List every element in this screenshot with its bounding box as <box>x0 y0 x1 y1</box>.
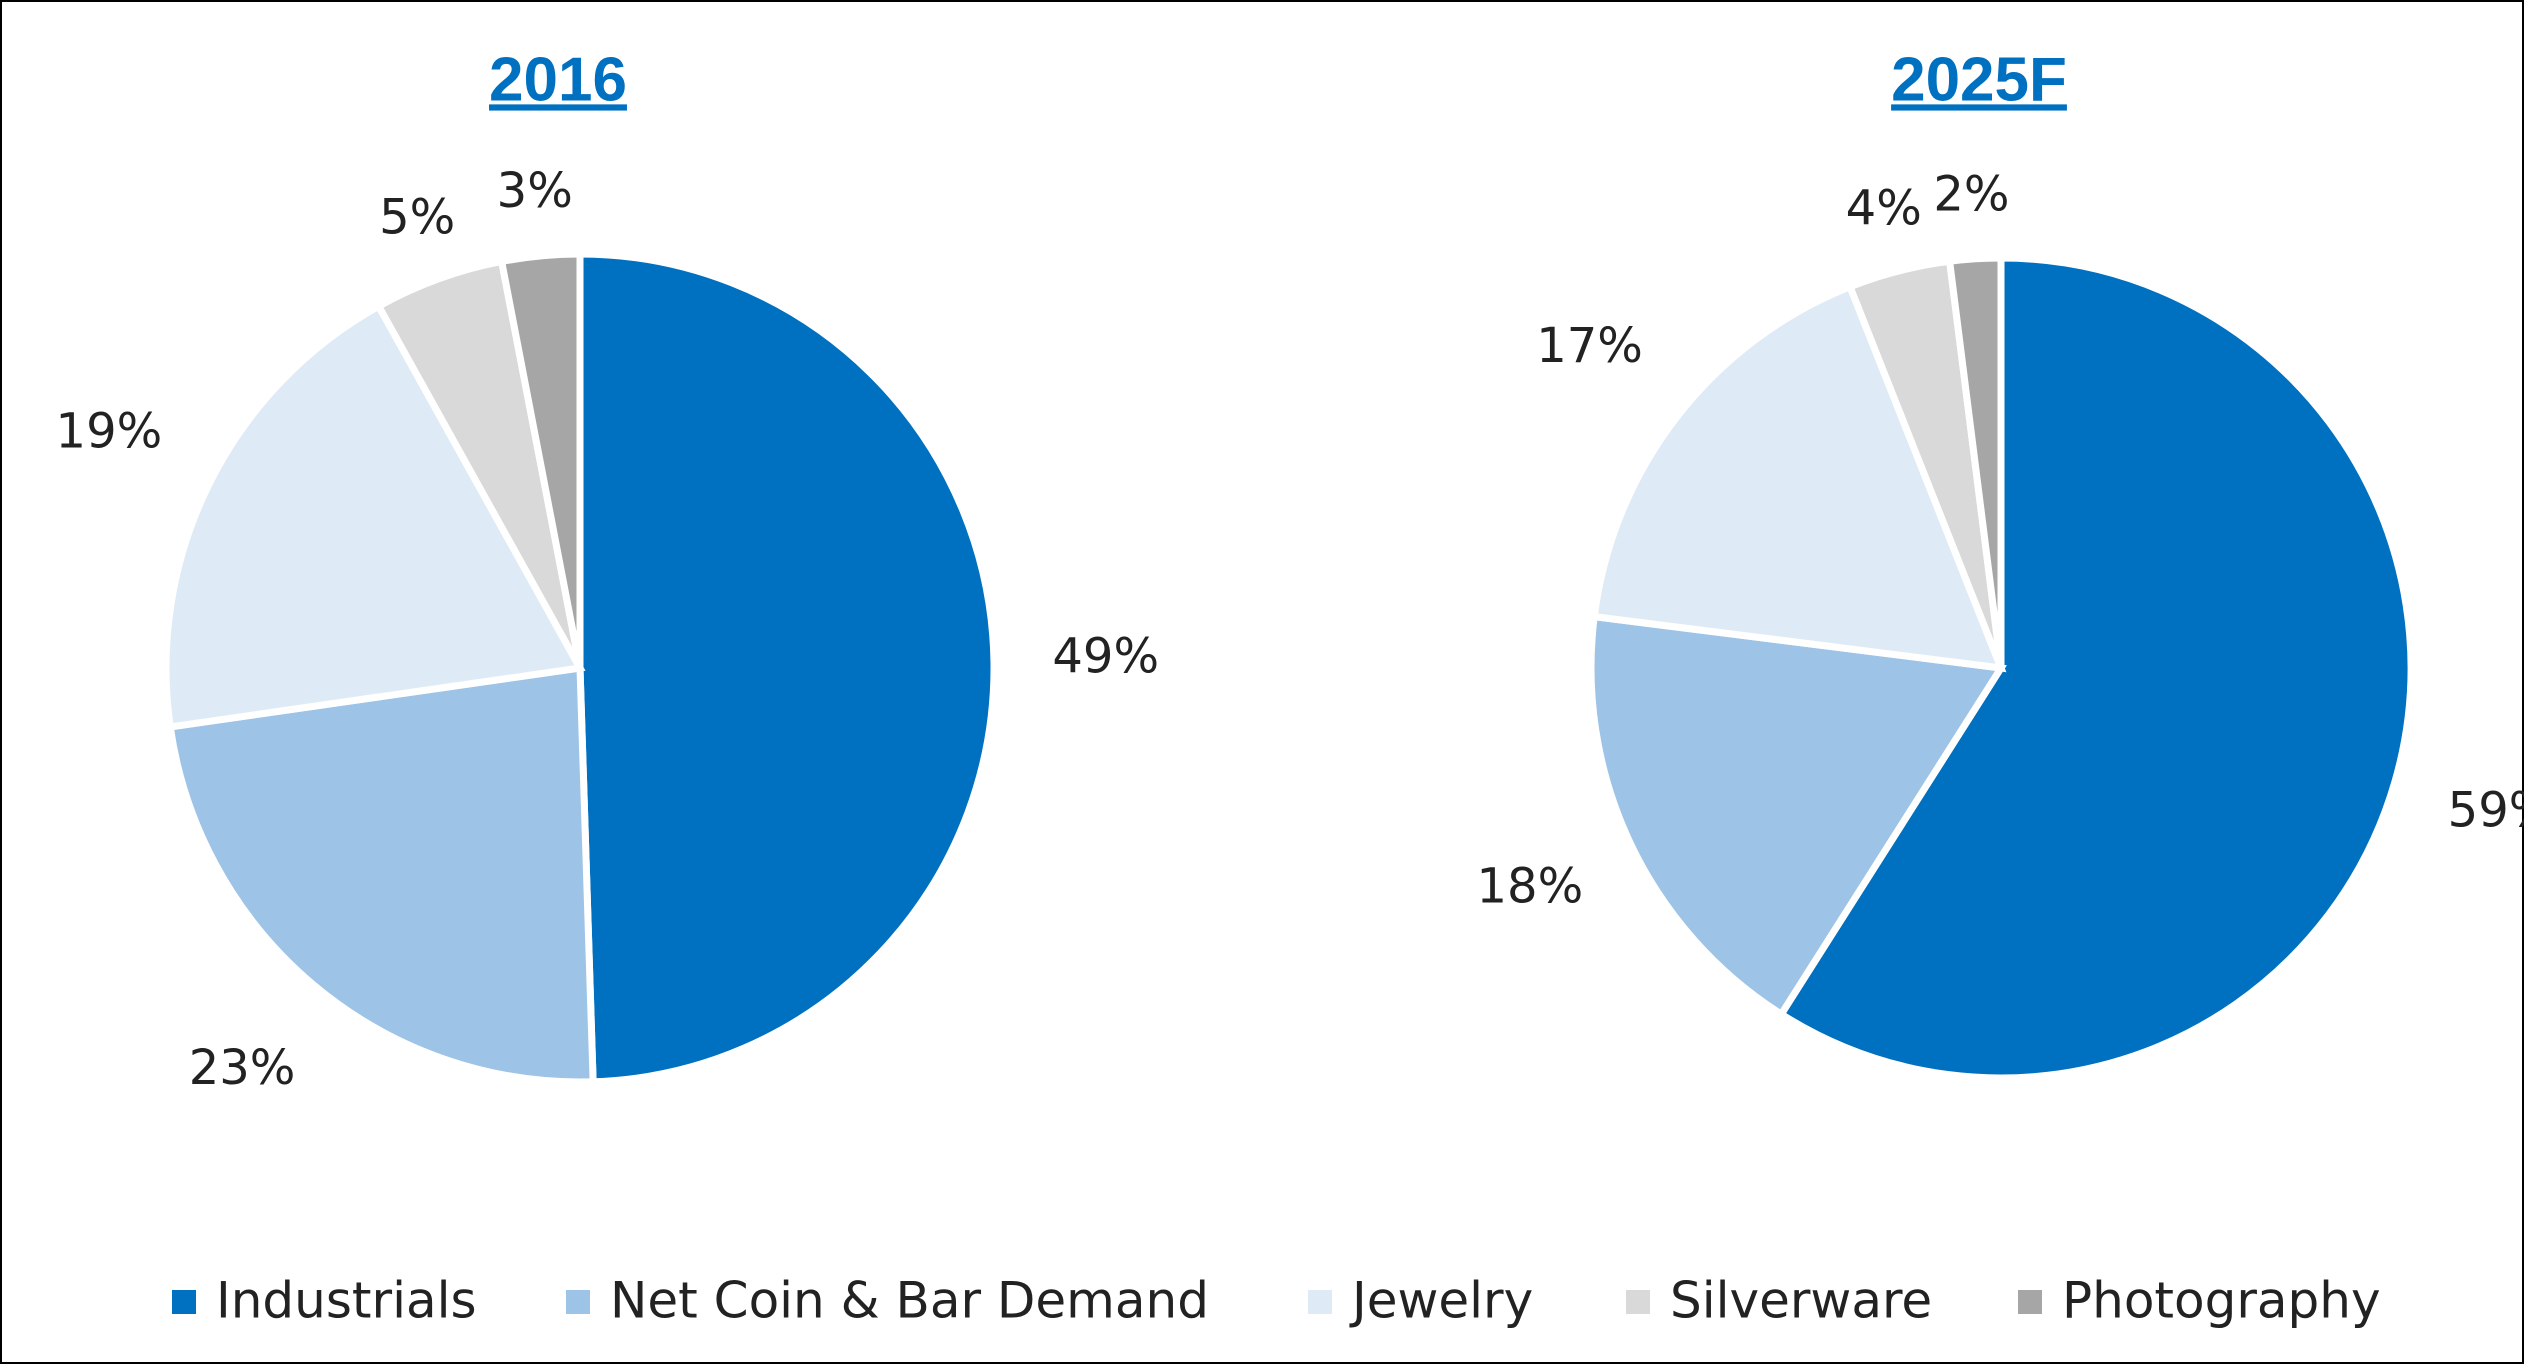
legend-label: Industrials <box>216 1272 477 1330</box>
data-label: 19% <box>56 404 163 460</box>
pie-slice <box>1587 612 2007 1020</box>
chart-title: 2016 <box>489 45 627 114</box>
pie-slice <box>497 250 584 669</box>
pie-slice <box>1776 254 2415 1082</box>
data-label: 5% <box>379 190 455 246</box>
legend-swatch <box>2018 1290 2042 1314</box>
legend-swatch <box>172 1290 196 1314</box>
legend-swatch <box>1626 1290 1650 1314</box>
legend-label: Jewelry <box>1349 1272 1533 1330</box>
data-label: 4% <box>1846 180 1922 236</box>
data-label: 49% <box>1052 629 1159 685</box>
legend-label: Photography <box>2062 1272 2381 1330</box>
data-label: 59% <box>2448 782 2524 838</box>
legend-swatch <box>566 1290 590 1314</box>
pie-slice <box>576 250 998 1086</box>
data-label: 23% <box>189 1040 296 1096</box>
pie-slice <box>1590 282 2007 673</box>
data-label: 3% <box>497 163 573 219</box>
data-label: 17% <box>1536 318 1643 374</box>
chart-title: 2025F <box>1891 45 2067 114</box>
legend-swatch <box>1308 1290 1332 1314</box>
data-label: 18% <box>1477 859 1584 915</box>
legend-label: Silverware <box>1670 1272 1932 1330</box>
pie-slice <box>162 301 586 731</box>
pie-slice <box>1945 254 2005 669</box>
legend-label: Net Coin & Bar Demand <box>610 1272 1209 1330</box>
data-label: 2% <box>1933 166 2009 222</box>
pie-slice <box>166 663 597 1086</box>
